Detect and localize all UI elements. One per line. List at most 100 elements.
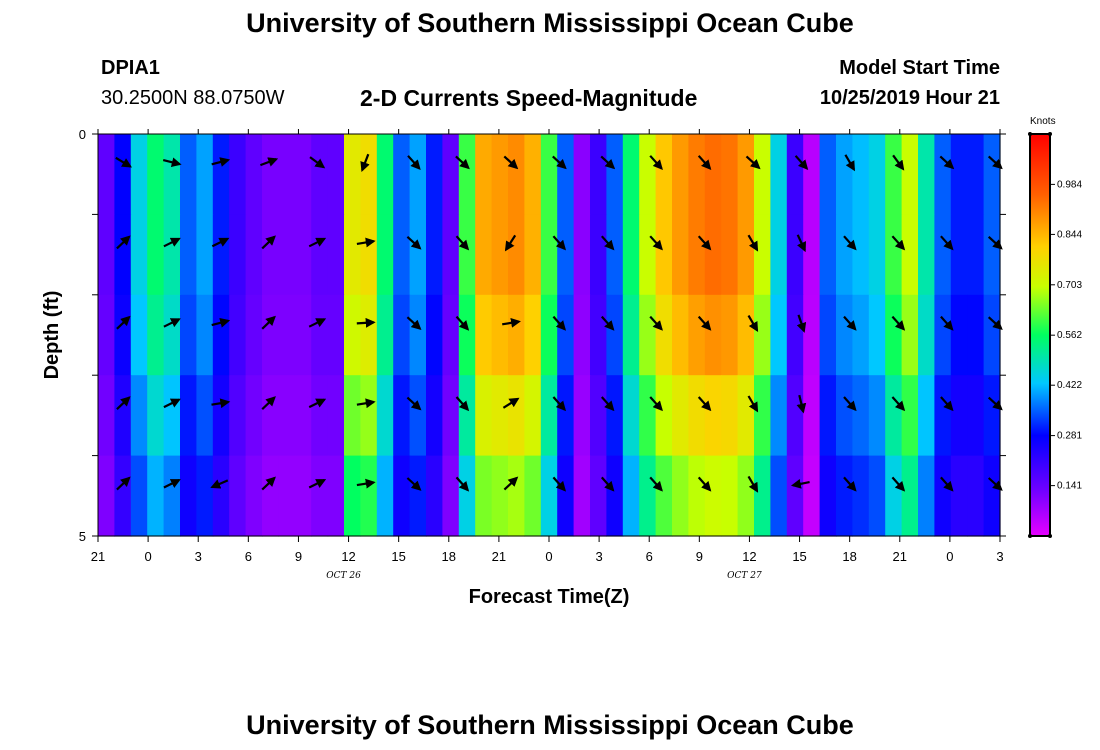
heatmap-cell [180,455,197,537]
colorbar-tick-label: 0.703 [1057,280,1082,291]
heatmap-cell [622,214,640,296]
heatmap-cell [393,455,411,537]
current-arrow [796,314,807,333]
heatmap-cell [311,214,329,296]
current-arrow [455,476,470,492]
current-arrow [649,476,663,492]
heatmap-cell [360,294,378,376]
heatmap-cell [918,455,935,537]
heatmap-cell [622,134,640,215]
heatmap-cell [458,134,476,215]
heatmap-cell [737,294,755,376]
current-arrow [309,156,326,169]
heatmap-cell [836,455,853,537]
heatmap-cell [901,134,919,215]
heatmap-cell [524,294,542,376]
heatmap-cell [294,375,312,457]
heatmap-cell [868,455,886,537]
current-arrow [116,315,131,330]
heatmap-cell [130,375,148,457]
heatmap-cell [442,375,460,457]
current-arrow [356,478,376,489]
heatmap-cell [606,294,624,376]
heatmap-cell [590,294,607,376]
heatmap-cell [737,214,755,296]
heatmap-cell [212,134,230,215]
heatmap-cell [918,294,935,376]
heatmap-cell [196,294,214,376]
x-tick-label: 0 [545,549,552,564]
heatmap-cell [967,455,985,537]
date-label: OCT 27 [727,571,762,581]
heatmap-cell [950,375,968,457]
current-arrow [552,476,567,492]
heatmap-cell [540,455,558,537]
current-arrow [356,237,376,248]
heatmap-cell [212,455,230,537]
heatmap-cell [967,375,985,457]
heatmap-cell [606,375,624,457]
heatmap-cell [655,134,673,215]
heatmap-cell [704,134,722,215]
heatmap-cell [885,294,903,376]
current-arrow [697,476,712,492]
current-arrow [796,234,807,253]
heatmap-cell [672,375,689,457]
heatmap-cell [754,455,771,537]
heatmap-cell [737,455,755,537]
heatmap-cell [786,375,804,457]
y-tick-label: 5 [79,529,86,544]
current-arrow [747,234,759,252]
x-tick-label: 3 [595,549,602,564]
heatmap-cell [672,134,689,215]
heatmap-cell [688,455,706,537]
heatmap-cell [98,214,115,296]
heatmap-cell [491,375,509,457]
current-arrow [503,476,519,491]
heatmap-cell [475,375,493,457]
heatmap-cell [229,455,247,537]
current-arrow [843,315,857,331]
current-arrow [308,318,327,328]
heatmap-cell [196,134,214,215]
heatmap-cell [475,455,493,537]
heatmap-cell [278,134,296,215]
current-arrow [987,235,1003,250]
current-arrow [600,155,616,170]
heatmap-cell [393,375,411,457]
heatmap-cell [770,214,788,296]
heatmap-cell [688,294,706,376]
heatmap-cell [786,455,804,537]
current-arrow [790,479,810,489]
heatmap-cell [360,375,378,457]
x-tick-label: 9 [696,549,703,564]
current-arrow [504,234,517,252]
heatmap-cell [934,214,952,296]
heatmap-cell [622,294,640,376]
heatmap-cell [475,294,493,376]
heatmap-cell [803,455,821,537]
heatmap-cell [524,375,542,457]
heatmap-cell [245,214,263,296]
heatmap-cell [278,214,296,296]
heatmap-cell [327,134,345,215]
heatmap-cell [754,375,771,457]
x-tick-label: 12 [742,549,756,564]
heatmap-cell [163,455,181,537]
current-arrow [116,396,131,410]
heatmap-cell [901,214,919,296]
current-arrow [697,396,712,412]
heatmap-cell [885,375,903,457]
current-arrow [211,318,231,328]
heatmap-cell [508,294,525,376]
heatmap-cell [180,134,197,215]
x-tick-label: 6 [646,549,653,564]
current-arrow [211,157,231,167]
heatmap-cell [819,294,837,376]
heatmap-cell [442,294,460,376]
heatmap-cell [426,214,443,296]
heatmap-cell [770,375,788,457]
heatmap-cell [606,214,624,296]
colorbar-tick-label: 0.281 [1057,431,1082,442]
